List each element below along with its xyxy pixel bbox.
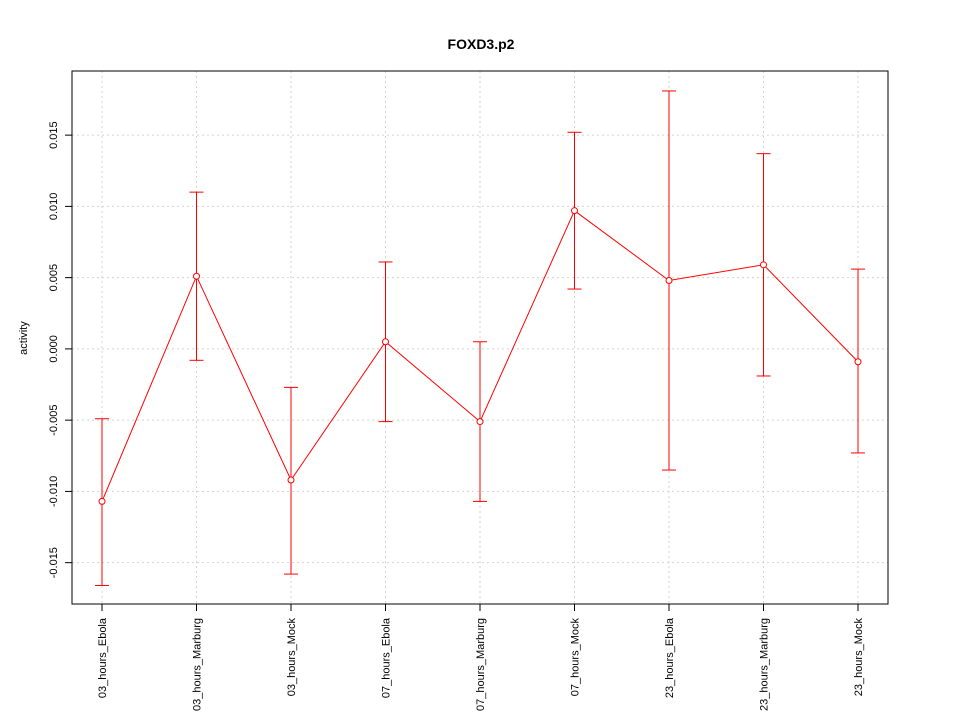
data-point <box>287 476 295 484</box>
data-point <box>665 276 673 284</box>
y-axis-label: activity <box>18 321 30 355</box>
y-tick-label: -0.005 <box>48 405 60 436</box>
x-tick-label: 03_hours_Ebola <box>97 617 109 698</box>
x-tick-label: 07_hours_Mock <box>570 618 582 697</box>
x-tick-label: 07_hours_Ebola <box>381 617 393 698</box>
data-point <box>760 261 767 269</box>
plot-area <box>95 90 865 586</box>
data-point <box>854 358 862 366</box>
x-tick-label: 07_hours_Marburg <box>475 618 487 711</box>
y-tick-label: 0.010 <box>48 193 60 221</box>
x-axis: 03_hours_Ebola 03_hours_Marburg 03_hours_M… <box>97 603 865 711</box>
data-point <box>476 418 484 426</box>
y-tick-label: -0.015 <box>48 547 60 578</box>
y-tick-label: 0.005 <box>48 264 60 292</box>
x-tick-label: 23_hours_Ebola <box>664 617 676 698</box>
y-tick-label: 0.000 <box>48 335 60 363</box>
y-tick-label: 0.015 <box>48 121 60 149</box>
y-tick-label: -0.010 <box>48 476 60 507</box>
data-point <box>193 272 200 280</box>
chart-title: FOXD3.p2 <box>448 36 515 52</box>
x-tick-label: 03_hours_Mock <box>286 618 298 697</box>
data-point <box>382 338 389 346</box>
data-point <box>98 497 106 505</box>
y-axis: -0.015 -0.010 -0.005 0.000 0.005 0.010 0.015 <box>48 121 73 578</box>
data-point <box>571 207 578 215</box>
x-tick-label: 23_hours_Mock <box>853 618 865 697</box>
x-tick-label: 03_hours_Marburg <box>192 618 204 711</box>
x-tick-label: 23_hours_Marburg <box>759 618 771 711</box>
grid <box>72 71 888 604</box>
